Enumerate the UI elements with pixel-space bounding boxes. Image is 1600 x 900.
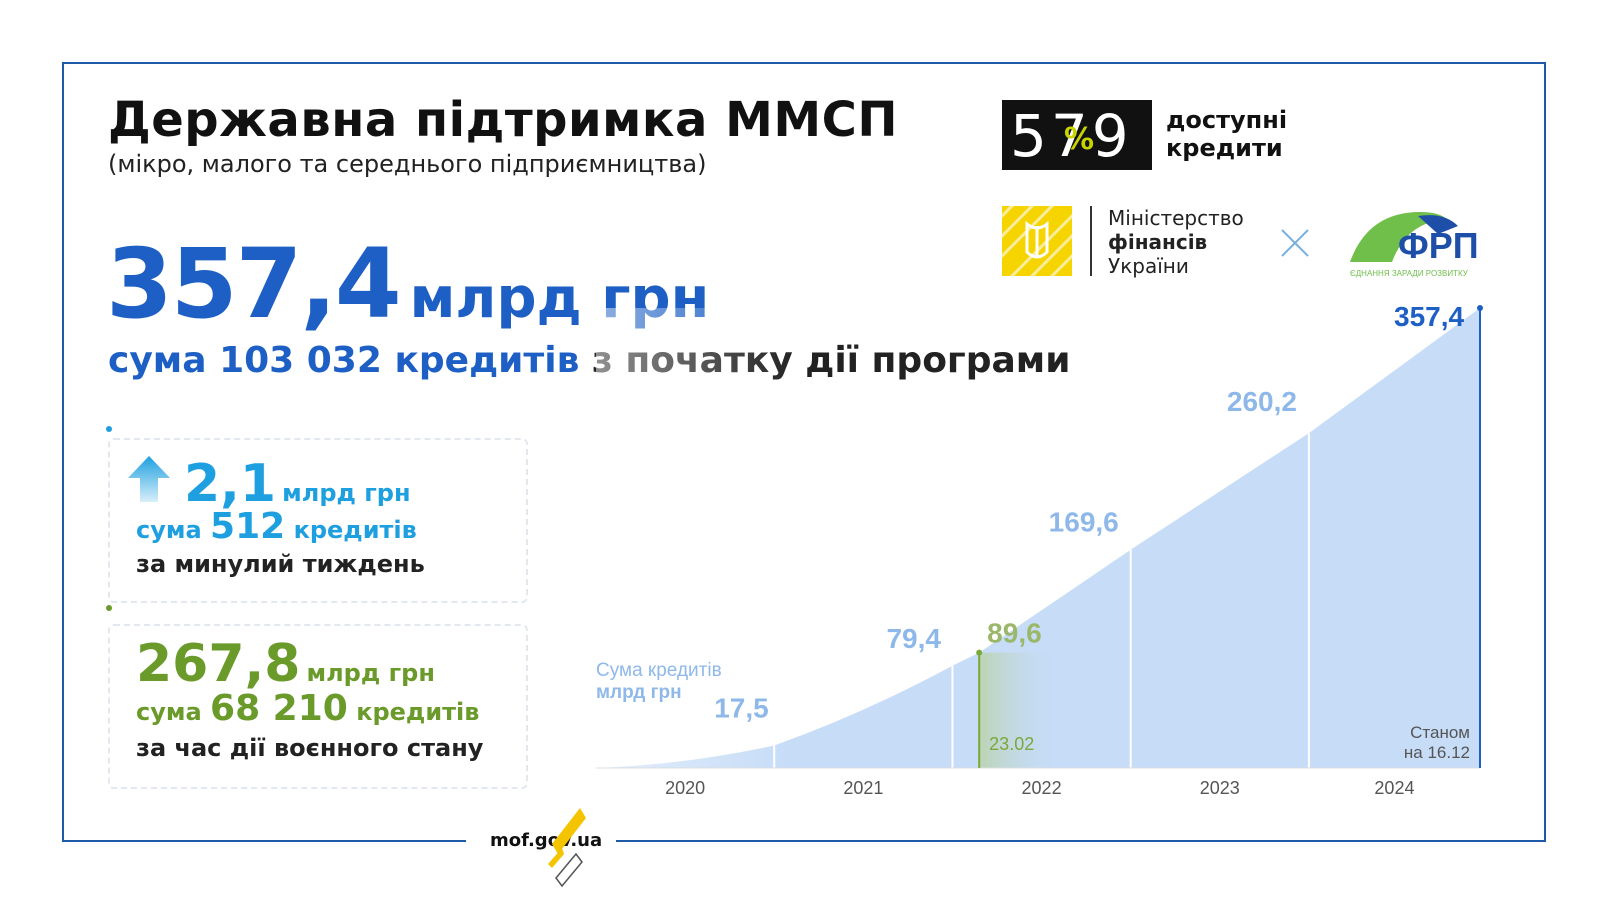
chart-area <box>596 308 1480 768</box>
war-count: 68 210 <box>210 688 348 729</box>
total-amount: 357,4 млрд грн <box>106 228 709 340</box>
total-value: 357,4 <box>106 228 402 340</box>
program-digits: 579 <box>1010 102 1133 170</box>
week-count: 512 <box>210 506 286 547</box>
ministry-line-1: Міністерство <box>1108 206 1244 230</box>
data-label: 260,2 <box>1227 386 1297 417</box>
ministry-line-2: фінансів <box>1108 230 1208 254</box>
content-frame <box>62 62 1546 842</box>
week-count-unit: кредитів <box>293 516 417 544</box>
end-note-line-1: Станом <box>1410 723 1470 742</box>
site-link[interactable]: mof.gov.ua <box>490 830 603 851</box>
war-stats-card: 267,8 млрд грн сума 68 210 кредитів за ча… <box>108 624 528 789</box>
ministry-mark-icon <box>548 808 586 888</box>
program-text-1: доступні <box>1166 106 1288 134</box>
up-arrow-icon <box>128 456 170 502</box>
week-value: 2,1 <box>184 454 277 514</box>
frp-tagline: ЄДНАННЯ ЗАРАДИ РОЗВИТКУ <box>1350 269 1469 278</box>
war-value: 267,8 <box>136 634 301 694</box>
legend-line-2: млрд грн <box>596 682 682 703</box>
end-note-line-2: на 16.12 <box>1404 743 1470 762</box>
x-tick-label: 2023 <box>1200 778 1240 798</box>
summary-prefix: сума <box>108 340 207 381</box>
war-prefix: сума <box>136 698 202 726</box>
legend-line-1: Сума кредитів <box>596 660 722 681</box>
cross-icon <box>1281 229 1309 257</box>
frp-name: ФРП <box>1398 225 1479 266</box>
week-prefix: сума <box>136 516 202 544</box>
ministry-name: Міністерство фінансів України <box>1108 206 1244 278</box>
data-label: 17,5 <box>714 692 769 723</box>
percent-icon: % <box>1064 122 1095 157</box>
chart-fade <box>596 308 796 768</box>
data-label: 89,6 <box>987 618 1042 649</box>
war-value-line: 267,8 млрд грн <box>136 634 435 694</box>
page-title: Державна підтримка ММСП <box>108 92 898 148</box>
ministry-line-3: України <box>1108 254 1189 278</box>
ministry-separator <box>1090 206 1092 276</box>
data-label: 79,4 <box>886 623 941 654</box>
week-value-line: 2,1 млрд грн <box>184 454 411 514</box>
x-tick-label: 2022 <box>1022 778 1062 798</box>
card-dot-war <box>106 605 112 611</box>
war-count-unit: кредитів <box>356 698 480 726</box>
data-label: 169,6 <box>1049 507 1119 538</box>
week-unit: млрд грн <box>282 479 411 507</box>
frp-logo: ФРП ЄДНАННЯ ЗАРАДИ РОЗВИТКУ <box>1350 212 1479 278</box>
marker-band <box>979 652 1060 768</box>
week-count-line: сума 512 кредитів <box>136 506 417 547</box>
war-note: за час дії воєнного стану <box>136 734 484 762</box>
summary-count: 103 032 <box>219 340 382 381</box>
data-label: 357,4 <box>1394 301 1464 332</box>
week-stats-card: 2,1 млрд грн сума 512 кредитів за минулий… <box>108 438 528 603</box>
program-text-2: кредити <box>1166 134 1283 162</box>
program-logo-text: доступні кредити <box>1166 106 1287 162</box>
x-tick-label: 2024 <box>1374 778 1414 798</box>
marker-dot <box>976 649 983 656</box>
ministry-emblem-icon <box>1002 206 1072 276</box>
x-tick-label: 2021 <box>843 778 883 798</box>
war-unit: млрд грн <box>306 659 435 687</box>
final-value-dot <box>1477 305 1483 311</box>
page-subtitle: (мікро, малого та середнього підприємниц… <box>108 150 707 178</box>
summary-mid: кредитів <box>394 340 580 381</box>
program-579-logo: 579 % <box>1002 100 1152 170</box>
frame-gap <box>466 836 616 848</box>
card-dot-week <box>106 426 112 432</box>
week-note: за минулий тиждень <box>136 550 425 578</box>
x-tick-label: 2020 <box>665 778 705 798</box>
war-count-line: сума 68 210 кредитів <box>136 688 479 729</box>
marker-date-label: 23.02 <box>989 734 1034 754</box>
